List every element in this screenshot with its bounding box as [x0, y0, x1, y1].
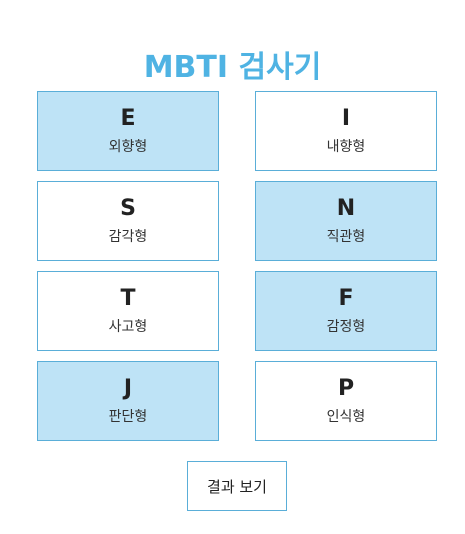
option-label: 내향형: [326, 139, 366, 155]
option-letter: E: [120, 106, 136, 131]
mbti-option-grid: E 외향형 I 내향형 S 감각형 N 직관형 T 사고형 F 감정형 J 판단…: [37, 91, 437, 441]
option-letter: F: [338, 286, 354, 311]
option-card-j[interactable]: J 판단형: [37, 361, 219, 441]
option-card-e[interactable]: E 외향형: [37, 91, 219, 171]
option-letter: P: [337, 376, 355, 401]
option-label: 외향형: [108, 139, 148, 155]
option-card-s[interactable]: S 감각형: [37, 181, 219, 261]
option-label: 사고형: [108, 319, 148, 335]
option-label: 인식형: [326, 409, 366, 425]
option-card-t[interactable]: T 사고형: [37, 271, 219, 351]
page-title: MBTI 검사기: [143, 50, 322, 86]
option-letter: N: [336, 196, 356, 221]
view-result-button[interactable]: 결과 보기: [187, 461, 287, 511]
option-letter: T: [120, 286, 136, 311]
option-card-f[interactable]: F 감정형: [255, 271, 437, 351]
option-card-n[interactable]: N 직관형: [255, 181, 437, 261]
option-card-i[interactable]: I 내향형: [255, 91, 437, 171]
option-label: 감정형: [326, 319, 366, 335]
option-letter: J: [123, 376, 133, 401]
option-letter: S: [120, 196, 136, 221]
option-label: 감각형: [108, 229, 148, 245]
option-letter: I: [341, 106, 351, 131]
option-card-p[interactable]: P 인식형: [255, 361, 437, 441]
option-label: 직관형: [326, 229, 366, 245]
option-label: 판단형: [108, 409, 148, 425]
